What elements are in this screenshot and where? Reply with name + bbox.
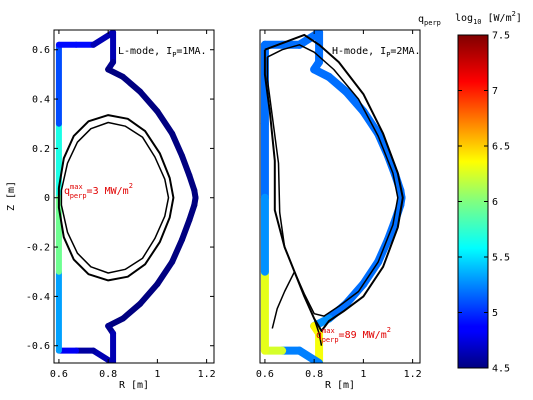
right-divertor-leg-inner-line [271, 271, 296, 329]
left-wall-segment [119, 300, 144, 322]
left-wall-segment [179, 216, 193, 243]
left-wall-segment [90, 347, 117, 363]
left-xlabel: R [m] [119, 380, 149, 391]
colorbar-tick-label: 4.5 [492, 364, 510, 375]
right-xtick-label: 0.8 [305, 369, 323, 380]
left-max-label: qmax perp=3 MW/m2 [64, 182, 133, 200]
colorbar-tick-label: 5 [492, 308, 498, 319]
right-divertor-leg-outer-line [313, 318, 323, 346]
left-ytick-label: -0.6 [26, 341, 50, 352]
right-max-label: qmax perp=89 MW/m2 [316, 326, 391, 344]
colorbar: 4.5 5 5.5 6 6.5 7 7.5 qperp log10 [W/m2] [418, 10, 522, 375]
right-data-layer [260, 30, 406, 363]
left-wall-segment [137, 88, 161, 115]
right-xtick-label: 0.6 [256, 369, 274, 380]
left-xtick-label: 1.2 [198, 369, 216, 380]
left-ytick-label: -0.4 [26, 292, 50, 303]
left-wall-segment [154, 108, 176, 137]
colorbar-tick-label: 6 [492, 197, 498, 208]
right-axes-box [259, 29, 421, 364]
right-xtick-label: 1.2 [404, 369, 422, 380]
colorbar-tick-label: 7 [492, 86, 498, 97]
left-axes-box [53, 29, 215, 364]
left-wall-segment [169, 130, 185, 159]
colorbar-tick-label: 7.5 [492, 31, 510, 42]
left-wall-segment [179, 152, 193, 179]
right-flux-surface-line [266, 44, 399, 317]
colorbar-tick-label: 6.5 [492, 142, 510, 153]
left-wall-segment [137, 281, 161, 307]
left-xtick-label: 0.8 [99, 369, 117, 380]
right-wall-segment [374, 129, 392, 160]
left-ytick-label: 0.6 [32, 45, 50, 56]
colorbar-title: qperp [418, 14, 441, 27]
left-flux-surface-line [60, 121, 170, 274]
left-ytick-label: 0.4 [32, 95, 50, 106]
right-xlabel: R [m] [325, 380, 355, 391]
right-wall-segment [342, 87, 368, 116]
left-wall-segment [154, 258, 176, 288]
left-ticks: 0.6 0.8 1 1.2 -0.6 -0.4 -0.2 0 0.2 0.4 0.6 [26, 30, 216, 380]
left-data-layer [55, 30, 199, 363]
colorbar-gradient [457, 34, 489, 369]
left-wall-segment [169, 236, 185, 265]
left-ytick-label: 0 [44, 193, 50, 204]
left-wall-segment [90, 30, 117, 48]
left-xtick-label: 0.6 [50, 369, 68, 380]
left-panel: 0.6 0.8 1 1.2 -0.6 -0.4 -0.2 0 0.2 0.4 0.6 L-mode,… [6, 29, 216, 391]
right-panel: 0.6 0.8 1 1.2 H-mode, IP=2MA. qmax perp=89 M… [256, 29, 422, 391]
colorbar-tick-label: 5.5 [492, 253, 510, 264]
right-separatrix-line [263, 33, 404, 332]
right-xtick-label: 1 [360, 369, 366, 380]
colorbar-ticks: 4.5 5 5.5 6 6.5 7 7.5 [458, 31, 510, 375]
right-ticks: 0.6 0.8 1 1.2 [256, 30, 422, 380]
left-xtick-label: 1 [154, 369, 160, 380]
left-separatrix-line [57, 114, 175, 282]
colorbar-label: log10 [W/m2] [455, 10, 522, 26]
left-ylabel: Z [m] [6, 181, 17, 211]
left-mode-annotation: L-mode, IP=1MA. [118, 46, 207, 59]
left-ytick-label: 0.2 [32, 144, 50, 155]
right-mode-annotation: H-mode, IP=2MA. [332, 46, 421, 59]
left-ytick-label: -0.2 [26, 243, 50, 254]
left-wall-segment [119, 73, 144, 95]
